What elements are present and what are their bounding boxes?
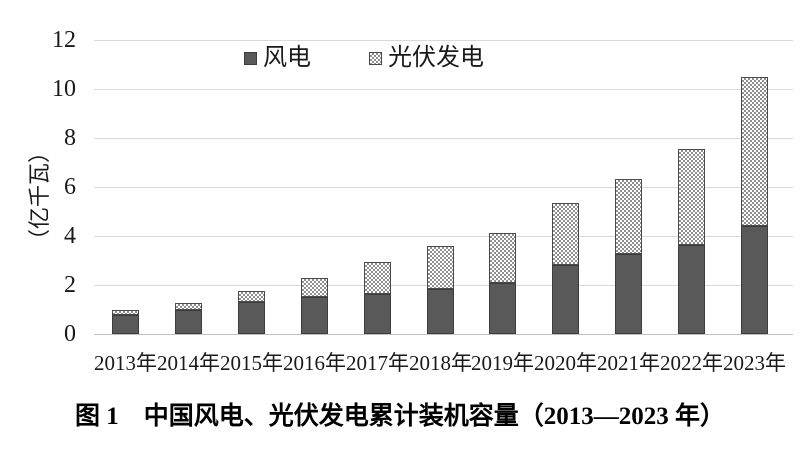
- legend-label-solar: 光伏发电: [388, 45, 484, 71]
- bar-segment-wind-2015年: [238, 302, 265, 334]
- bar-segment-solar-2018年: [427, 246, 454, 289]
- bar-segment-wind-2020年: [552, 265, 579, 334]
- y-tick-label: 8: [64, 125, 76, 151]
- gridline: [94, 186, 793, 188]
- bar-segment-solar-2021年: [615, 179, 642, 254]
- gridline: [94, 333, 793, 335]
- bar-segment-solar-2020年: [552, 203, 579, 265]
- gridline: [94, 39, 793, 41]
- bar-segment-wind-2021年: [615, 254, 642, 334]
- x-tick-label: 2018年: [408, 351, 472, 375]
- bar-segment-solar-2014年: [175, 303, 202, 310]
- solar-series-swatch-icon: [369, 51, 382, 65]
- bar-segment-solar-2023年: [741, 77, 768, 226]
- legend: 风电 光伏发电: [244, 45, 484, 71]
- bar-segment-wind-2018年: [427, 289, 454, 334]
- x-tick-label: 2016年: [282, 351, 346, 375]
- figure-caption: 图 1 中国风电、光伏发电累计装机容量（2013—2023 年）: [74, 403, 725, 430]
- x-tick-label: 2015年: [219, 351, 283, 375]
- legend-item-solar: 光伏发电: [369, 45, 484, 71]
- bar-segment-wind-2023年: [741, 226, 768, 334]
- gridline: [94, 137, 793, 139]
- y-tick-label: 10: [52, 76, 76, 102]
- x-tick-label: 2023年: [722, 351, 786, 375]
- x-tick-label: 2021年: [596, 351, 660, 375]
- x-tick-label: 2017年: [345, 351, 409, 375]
- bar-segment-wind-2013年: [112, 315, 139, 334]
- y-tick-label: 4: [64, 223, 76, 249]
- bar-segment-wind-2014年: [175, 310, 202, 334]
- x-tick-label: 2020年: [533, 351, 597, 375]
- legend-item-wind: 风电: [244, 45, 311, 71]
- bar-segment-solar-2016年: [301, 278, 328, 297]
- y-tick-label: 0: [64, 321, 76, 347]
- x-tick-label: 2022年: [659, 351, 723, 375]
- x-tick-label: 2013年: [93, 351, 157, 375]
- x-tick-label: 2019年: [470, 351, 534, 375]
- gridline: [94, 88, 793, 90]
- wind-series-swatch-icon: [244, 51, 257, 65]
- x-tick-label: 2014年: [156, 351, 220, 375]
- bar-segment-wind-2017年: [364, 294, 391, 334]
- gridline: [94, 235, 793, 237]
- bar-segment-solar-2019年: [489, 233, 516, 283]
- bar-segment-solar-2022年: [678, 149, 705, 245]
- legend-label-wind: 风电: [263, 45, 311, 71]
- bar-segment-wind-2016年: [301, 297, 328, 334]
- bar-segment-wind-2019年: [489, 283, 516, 334]
- bar-segment-solar-2015年: [238, 291, 265, 302]
- y-tick-label: 12: [52, 27, 76, 53]
- y-tick-label: 6: [64, 174, 76, 200]
- bar-segment-wind-2022年: [678, 245, 705, 334]
- y-tick-label: 2: [64, 272, 76, 298]
- bar-segment-solar-2013年: [112, 310, 139, 315]
- bar-segment-solar-2017年: [364, 262, 391, 294]
